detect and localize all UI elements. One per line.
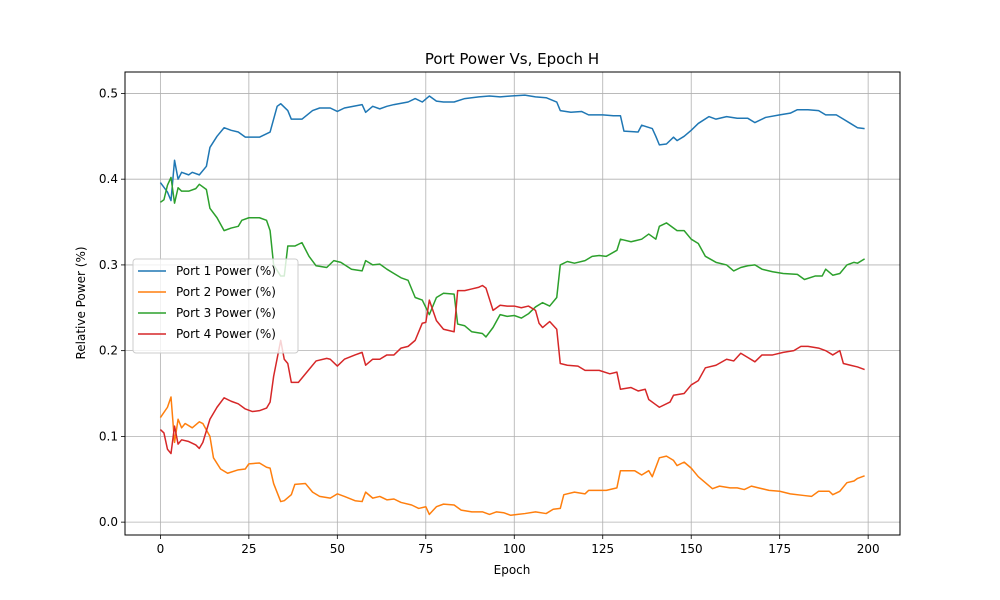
plot-frame [124, 71, 901, 536]
x-tick-label: 200 [857, 542, 880, 556]
chart-title: Port Power Vs, Epoch H [425, 50, 599, 68]
legend-label-port-4: Port 4 Power (%) [176, 327, 276, 341]
y-axis-title: Relative Power (%) [74, 246, 88, 359]
x-tick-label: 0 [157, 542, 165, 556]
y-tick-label: 0.5 [99, 86, 118, 100]
x-tick-label: 25 [241, 542, 256, 556]
legend-label-port-2: Port 2 Power (%) [176, 285, 276, 299]
y-tick-label: 0.0 [99, 515, 118, 529]
x-tick-label: 75 [418, 542, 433, 556]
axis-ticks: 0 25 50 75 100 125 150 175 200 0.0 0.1 0.2 0.3 0.4 0.5 [99, 86, 880, 556]
legend: Port 1 Power (%) Port 2 Power (%) Port 3 P… [132, 258, 299, 354]
legend-label-port-3: Port 3 Power (%) [176, 306, 276, 320]
x-tick-label: 150 [680, 542, 703, 556]
series-line-port-1 [159, 94, 865, 202]
series-line-port-4 [159, 284, 865, 455]
y-tick-label: 0.1 [99, 429, 118, 443]
series-line-port-2 [159, 396, 865, 517]
x-tick-label: 50 [330, 542, 345, 556]
x-tick-label: 175 [768, 542, 791, 556]
series-lines [159, 94, 865, 517]
x-tick-label: 100 [503, 542, 526, 556]
legend-box [132, 258, 299, 354]
y-tick-label: 0.2 [99, 344, 118, 358]
legend-label-port-1: Port 1 Power (%) [176, 264, 276, 278]
series-line-port-3 [159, 176, 865, 338]
y-tick-label: 0.4 [99, 172, 118, 186]
x-axis-title: Epoch [494, 563, 531, 577]
x-tick-label: 125 [591, 542, 614, 556]
y-tick-label: 0.3 [99, 258, 118, 272]
grid-lines [125, 72, 900, 535]
